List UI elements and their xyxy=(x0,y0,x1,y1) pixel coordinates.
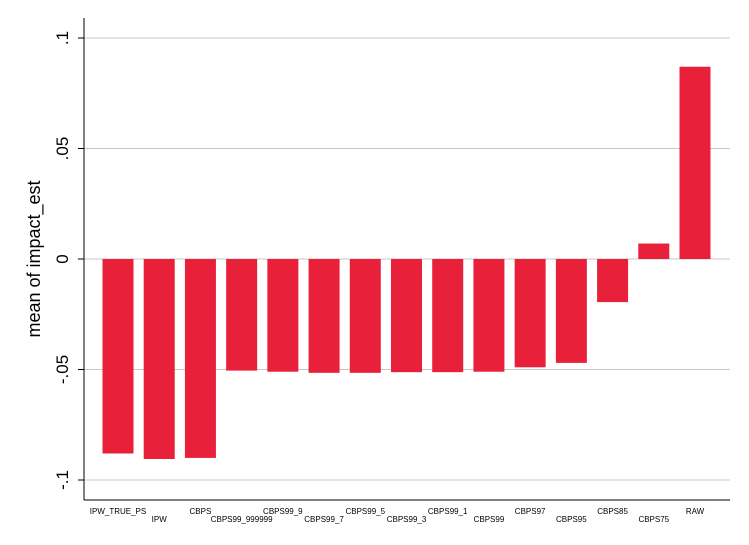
x-tick-labels: IPW_TRUE_PSIPWCBPSCBPS99_999999CBPS99_9C… xyxy=(90,507,705,524)
bar xyxy=(391,259,422,373)
bar xyxy=(267,259,299,372)
x-tick-label: CBPS99_3 xyxy=(387,515,427,524)
x-tick-label: CBPS xyxy=(190,507,212,516)
y-tick-label: -.05 xyxy=(53,355,72,384)
x-tick-label: CBPS95 xyxy=(556,515,587,524)
bar xyxy=(143,259,175,460)
x-tick-label: CBPS85 xyxy=(597,507,628,516)
bar xyxy=(597,259,629,303)
x-tick-label: CBPS99_999999 xyxy=(211,515,273,524)
y-tick-label: 0 xyxy=(53,254,72,263)
bar xyxy=(102,259,134,454)
y-tick-label: .05 xyxy=(53,137,72,161)
x-tick-label: IPW_TRUE_PS xyxy=(90,507,146,516)
bar xyxy=(308,259,340,373)
bars xyxy=(102,66,711,460)
bar xyxy=(679,66,711,259)
y-tick-label: -.1 xyxy=(53,470,72,490)
y-axis-title: mean of impact_est xyxy=(24,180,45,337)
y-ticks: .1 .05 0 -.05 -.1 xyxy=(53,31,84,490)
x-tick-label: CBPS99_9 xyxy=(263,507,303,516)
x-tick-label: CBPS99_5 xyxy=(345,507,385,516)
bar xyxy=(184,259,216,458)
bar xyxy=(226,259,258,371)
x-tick-label: CBPS99_7 xyxy=(304,515,344,524)
x-tick-label: IPW xyxy=(152,515,168,524)
bar xyxy=(514,259,546,368)
bar xyxy=(473,259,505,372)
x-tick-label: CBPS75 xyxy=(638,515,669,524)
y-tick-label: .1 xyxy=(53,31,72,45)
bar xyxy=(638,243,670,259)
x-tick-label: RAW xyxy=(686,507,705,516)
x-tick-label: CBPS99 xyxy=(474,515,505,524)
bar xyxy=(555,259,587,363)
bar xyxy=(349,259,381,373)
bar xyxy=(432,259,464,373)
x-tick-label: CBPS97 xyxy=(515,507,546,516)
x-tick-label: CBPS99_1 xyxy=(428,507,468,516)
